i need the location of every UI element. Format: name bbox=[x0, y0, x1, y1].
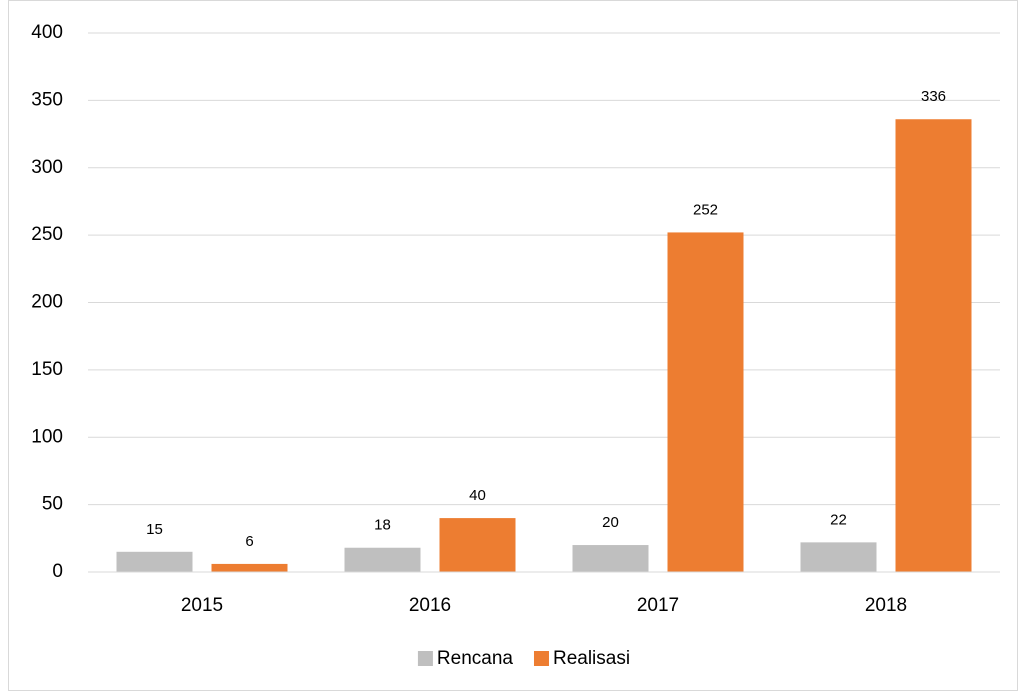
y-tick-label: 350 bbox=[31, 89, 63, 110]
y-tick-label: 50 bbox=[42, 494, 63, 515]
data-label: 336 bbox=[921, 88, 946, 105]
bar bbox=[667, 232, 744, 572]
bar bbox=[211, 563, 288, 572]
x-tick-label: 2018 bbox=[865, 595, 907, 616]
x-tick-label: 2017 bbox=[637, 595, 679, 616]
y-tick-label: 300 bbox=[31, 157, 63, 178]
y-tick-label: 400 bbox=[31, 22, 63, 43]
y-tick-label: 0 bbox=[52, 561, 63, 582]
x-tick-label: 2016 bbox=[409, 595, 451, 616]
y-tick-label: 150 bbox=[31, 359, 63, 380]
data-label: 20 bbox=[602, 514, 619, 531]
data-label: 40 bbox=[469, 487, 486, 504]
legend-swatch bbox=[533, 651, 549, 666]
data-label: 6 bbox=[245, 533, 253, 550]
y-tick-label: 250 bbox=[31, 224, 63, 245]
data-label: 18 bbox=[374, 517, 391, 534]
y-tick-label: 100 bbox=[31, 426, 63, 447]
legend-label: Realisasi bbox=[553, 648, 630, 669]
x-tick-label: 2015 bbox=[181, 595, 223, 616]
data-label: 22 bbox=[830, 511, 847, 528]
bar bbox=[572, 545, 649, 572]
data-label: 252 bbox=[693, 201, 718, 218]
bar bbox=[439, 518, 516, 572]
bar bbox=[116, 551, 193, 572]
y-tick-label: 200 bbox=[31, 292, 63, 313]
chart-frame bbox=[8, 0, 1018, 691]
bar bbox=[344, 547, 421, 572]
data-label: 15 bbox=[146, 521, 163, 538]
legend-label: Rencana bbox=[437, 648, 513, 669]
legend-swatch bbox=[417, 651, 433, 666]
bar bbox=[895, 119, 972, 573]
bar bbox=[800, 542, 877, 572]
